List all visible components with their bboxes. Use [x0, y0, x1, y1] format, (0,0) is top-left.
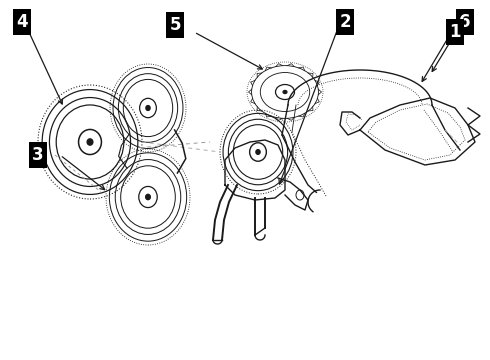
Ellipse shape [256, 150, 260, 154]
Text: 3: 3 [32, 146, 44, 164]
Text: 4: 4 [16, 13, 28, 31]
Ellipse shape [146, 105, 150, 111]
Text: 6: 6 [459, 13, 471, 31]
Ellipse shape [146, 194, 150, 200]
Ellipse shape [87, 139, 93, 145]
Text: 5: 5 [169, 16, 181, 34]
Text: 2: 2 [339, 13, 351, 31]
Ellipse shape [283, 90, 287, 94]
Text: 1: 1 [449, 23, 461, 41]
